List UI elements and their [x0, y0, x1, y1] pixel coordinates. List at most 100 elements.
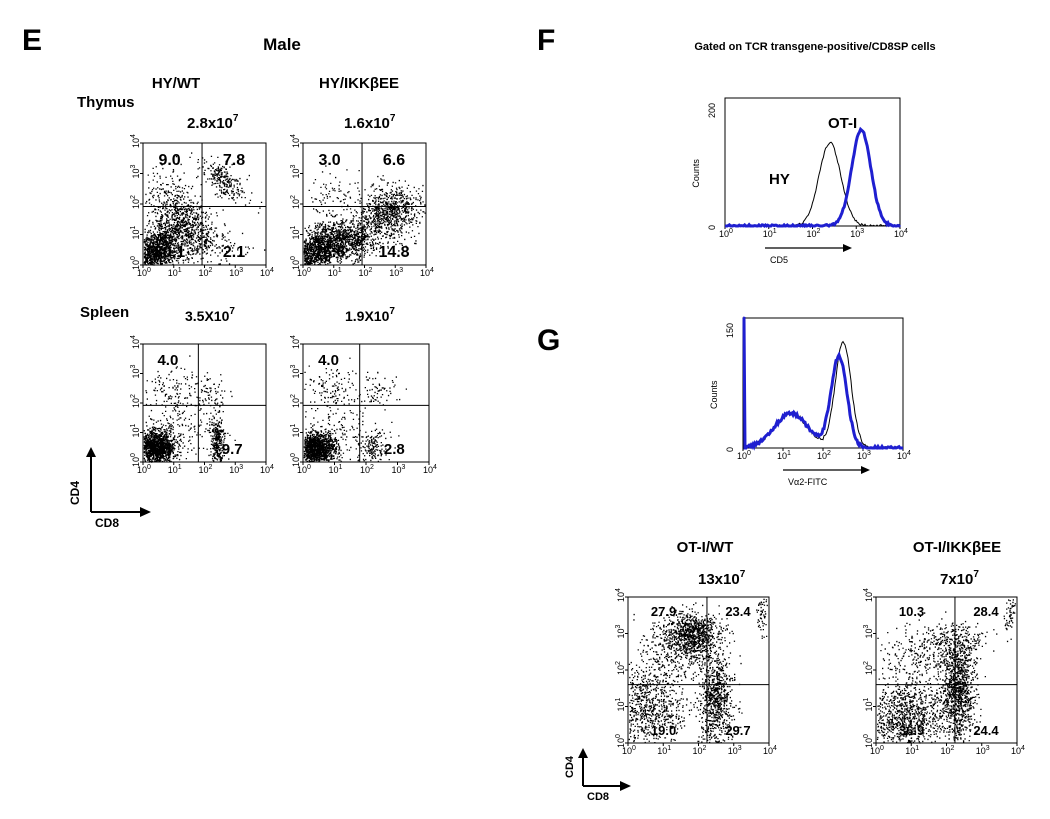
x-tick-label-6-1: 101 — [657, 745, 671, 756]
y-tick-exp-6-0: 0 — [615, 734, 622, 738]
plot-dots-6 — [628, 598, 768, 744]
plot-dots-7 — [876, 599, 1016, 744]
plot-dots-3 — [303, 357, 407, 463]
quadrant-value-upper-right-7: 28.4 — [973, 604, 999, 619]
quadrant-value-lower-right-0: 2.1 — [223, 244, 245, 261]
y-tick-label-3-3: 103 — [290, 364, 301, 378]
x-tick-exp-0-3: 3 — [239, 267, 243, 274]
histogram-xarrow-head-4 — [843, 244, 852, 252]
y-tick-label-2-0: 100 — [130, 453, 141, 467]
x-tick-label-0-2: 102 — [199, 267, 213, 278]
x-tick-label-2-1: 101 — [168, 464, 182, 475]
plot-cell-count-exp-1: 7 — [390, 113, 396, 124]
y-tick-exp-0-2: 2 — [130, 195, 137, 199]
y-tick-exp-6-4: 4 — [615, 588, 622, 592]
panel-f-title: Gated on TCR transgene-positive/CD8SP ce… — [694, 41, 935, 53]
quadrant-value-upper-left-0: 9.0 — [158, 152, 180, 169]
y-tick-exp-0-1: 1 — [130, 225, 137, 229]
y-tick-label-1-0: 100 — [290, 256, 301, 270]
histogram-ytick-1-5: 150 — [725, 323, 735, 338]
quadrant-value-lower-right-3: 2.8 — [384, 441, 405, 458]
quadrant-value-lower-right-6: 29.7 — [725, 723, 750, 738]
x-tick-label-7-4: 104 — [1011, 745, 1025, 756]
x-tick-label-6-0: 100 — [622, 745, 636, 756]
plot-genotype-1: HY/IKKβEE — [319, 75, 399, 92]
x-tick-exp-2-3: 3 — [239, 464, 243, 471]
x-tick-exp-0-0: 0 — [147, 267, 151, 274]
quadrant-value-lower-left-6: 19.0 — [651, 723, 676, 738]
histogram-series-label-ot-i: OT-I — [828, 115, 857, 132]
y-tick-exp-0-0: 0 — [130, 256, 137, 260]
histogram-series-label-hy: HY — [769, 171, 790, 188]
quadrant-value-upper-left-3: 4.0 — [318, 352, 339, 369]
y-tick-label-2-2: 102 — [130, 394, 141, 408]
x-tick-label-5-2: 102 — [817, 450, 831, 461]
y-tick-label-2-4: 104 — [130, 335, 141, 349]
y-tick-exp-7-1: 1 — [863, 697, 870, 701]
quadrant-value-lower-right-1: 14.8 — [378, 244, 409, 261]
x-tick-label-6-3: 103 — [728, 745, 742, 756]
x-tick-exp-7-2: 2 — [951, 745, 955, 752]
quadrant-value-lower-left-1: 75.6 — [314, 244, 345, 261]
plot-genotype-7: OT-I/IKKβEE — [913, 539, 1001, 556]
x-tick-exp-7-0: 0 — [880, 745, 884, 752]
x-tick-label-5-0: 100 — [737, 450, 751, 461]
y-tick-label-3-0: 100 — [290, 453, 301, 467]
x-tick-label-7-0: 100 — [870, 745, 884, 756]
y-tick-exp-1-3: 3 — [290, 164, 297, 168]
y-tick-exp-7-3: 3 — [863, 624, 870, 628]
cd4-arrow-head — [86, 447, 96, 457]
x-tick-label-3-4: 104 — [423, 464, 437, 475]
x-tick-label-0-1: 101 — [168, 267, 182, 278]
y-tick-label-0-0: 100 — [130, 256, 141, 270]
quadrant-value-upper-left-7: 10.3 — [899, 604, 924, 619]
dot-plot-3: 1.9X1071001001011011021021031031041044.0… — [290, 306, 437, 475]
y-tick-label-2-3: 103 — [130, 364, 141, 378]
plot-cell-count-exp-0: 7 — [233, 113, 239, 124]
histogram-ytick-0-5: 0 — [725, 447, 735, 452]
quadrant-value-upper-left-6: 27.9 — [651, 604, 676, 619]
plot-dots-0 — [143, 152, 266, 266]
y-tick-exp-2-0: 0 — [130, 453, 137, 457]
y-tick-label-6-2: 102 — [615, 661, 626, 675]
y-tick-label-7-0: 100 — [863, 734, 874, 748]
x-tick-label-4-1: 101 — [763, 228, 777, 239]
x-tick-exp-6-4: 4 — [773, 745, 777, 752]
y-tick-exp-6-3: 3 — [615, 624, 622, 628]
bottom-cd4-arrow-head — [578, 748, 588, 758]
x-tick-label-1-2: 102 — [359, 267, 373, 278]
y-tick-label-1-1: 101 — [290, 225, 301, 239]
y-tick-label-2-1: 101 — [130, 423, 141, 437]
axis-label-cd4: CD4 — [68, 481, 82, 505]
charts-layer: HY/WT2.8x1071001001011011021021031031041… — [130, 75, 1025, 756]
bottom-cd8-arrow-head — [620, 781, 631, 791]
y-tick-label-6-0: 100 — [615, 734, 626, 748]
y-tick-label-7-2: 102 — [863, 661, 874, 675]
y-tick-label-0-3: 103 — [130, 164, 141, 178]
dot-plot-7: OT-I/IKKβEE7x107100100101101102102103103… — [863, 539, 1025, 756]
plot-cell-count-1: 1.6x107 — [344, 113, 396, 132]
x-tick-label-4-4: 104 — [894, 228, 908, 239]
y-tick-exp-3-1: 1 — [290, 423, 297, 427]
x-tick-label-2-4: 104 — [260, 464, 274, 475]
y-tick-exp-2-2: 2 — [130, 394, 137, 398]
x-tick-exp-1-4: 4 — [430, 267, 434, 274]
x-tick-label-6-4: 104 — [763, 745, 777, 756]
plot-cell-count-3: 1.9X107 — [345, 306, 395, 324]
x-tick-label-3-0: 100 — [297, 464, 311, 475]
y-tick-label-6-3: 103 — [615, 624, 626, 638]
plot-cell-count-exp-7: 7 — [973, 569, 979, 580]
histogram-xlabel-5: Vα2-FITC — [788, 477, 828, 487]
x-tick-label-5-4: 104 — [897, 450, 911, 461]
x-tick-exp-7-1: 1 — [915, 745, 919, 752]
panel-letter-e: E — [22, 24, 42, 57]
x-tick-label-7-3: 103 — [976, 745, 990, 756]
panel-letter-g: G — [537, 324, 560, 357]
y-tick-label-0-2: 102 — [130, 195, 141, 209]
y-tick-exp-7-0: 0 — [863, 734, 870, 738]
x-tick-exp-3-2: 2 — [370, 464, 374, 471]
plot-dots-2 — [143, 355, 236, 463]
plot-cell-count-2: 3.5X107 — [185, 306, 235, 324]
y-tick-label-0-1: 101 — [130, 225, 141, 239]
histogram-ytick-1-4: 200 — [707, 103, 717, 118]
